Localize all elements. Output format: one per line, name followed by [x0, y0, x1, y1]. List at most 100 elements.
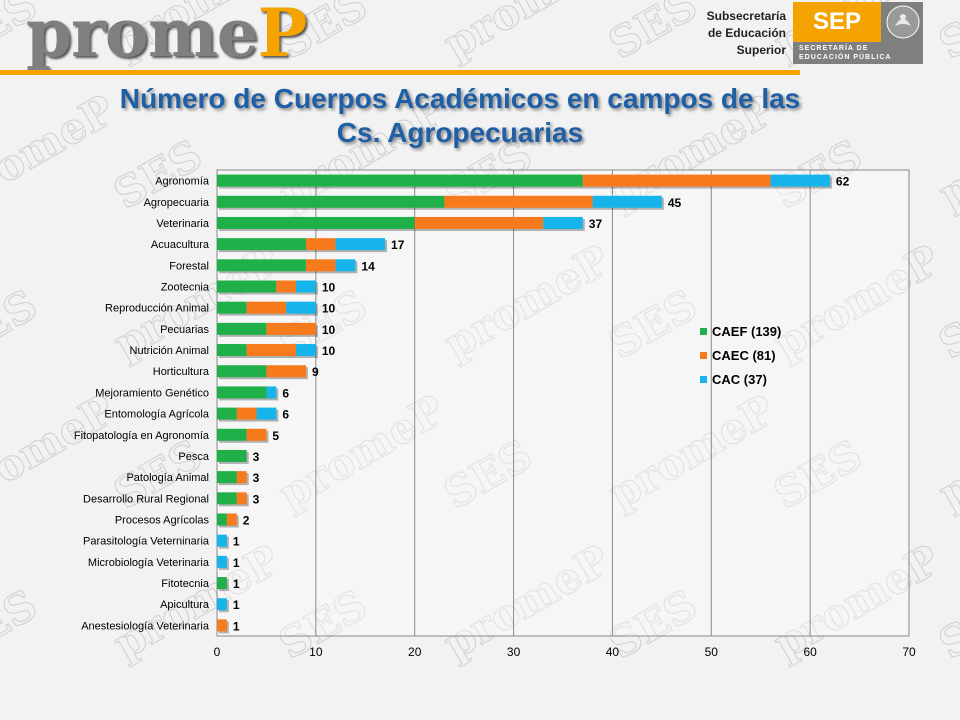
- y-tick-label: Parasitología Veterninaria: [83, 536, 210, 548]
- bar-segment: [217, 449, 247, 462]
- bar-segment: [217, 344, 247, 357]
- bar-segment: [217, 386, 267, 399]
- total-label: 6: [282, 408, 289, 422]
- bar-segment: [217, 322, 267, 335]
- bar-segment: [217, 365, 267, 378]
- x-tick-label: 0: [214, 645, 221, 659]
- y-tick-label: Pesca: [178, 451, 209, 463]
- sep-word: SEP: [793, 2, 881, 42]
- bar-segment: [217, 513, 227, 526]
- bar-segment: [217, 216, 415, 229]
- legend-swatch: [700, 352, 707, 359]
- promep-logo: promeP: [26, 0, 307, 72]
- bar-segment: [217, 174, 583, 187]
- bar-segment: [236, 407, 257, 420]
- total-label: 9: [312, 365, 319, 379]
- x-tick-label: 30: [507, 645, 521, 659]
- bar-segment: [246, 344, 297, 357]
- bar-segment: [217, 428, 247, 441]
- legend-label: CAEC (81): [712, 348, 776, 363]
- bar-segment: [335, 259, 356, 272]
- total-label: 2: [243, 514, 250, 528]
- total-label: 10: [322, 344, 336, 358]
- bar-segment: [217, 577, 227, 590]
- y-tick-label: Patología Animal: [126, 472, 209, 484]
- bar-segment: [217, 492, 237, 505]
- bar-segment: [217, 619, 227, 632]
- total-label: 1: [233, 556, 240, 570]
- legend-swatch: [700, 328, 707, 335]
- bar-segment: [592, 195, 662, 208]
- bar-segment: [217, 598, 227, 611]
- y-tick-label: Microbiología Veterinaria: [88, 557, 210, 569]
- bar-segment: [305, 259, 336, 272]
- y-tick-label: Horticultura: [153, 366, 210, 378]
- x-tick-label: 70: [902, 645, 916, 659]
- total-label: 62: [836, 175, 850, 189]
- total-label: 3: [253, 450, 260, 464]
- header-rule: [0, 70, 800, 75]
- bar-segment: [217, 534, 227, 547]
- total-label: 3: [253, 492, 260, 506]
- bar-segment: [335, 238, 386, 251]
- x-tick-label: 20: [408, 645, 422, 659]
- y-tick-label: Agronomía: [155, 176, 210, 188]
- sep-line-1: SECRETARÍA DE: [799, 45, 869, 52]
- total-label: 3: [253, 471, 260, 485]
- y-tick-label: Acuacultura: [151, 239, 210, 251]
- y-tick-label: Agropecuaria: [144, 197, 210, 209]
- total-label: 45: [668, 196, 682, 210]
- bar-segment: [770, 174, 830, 187]
- bar-segment: [246, 301, 287, 314]
- bar-segment: [217, 195, 445, 208]
- bar-segment: [296, 344, 316, 357]
- y-tick-label: Zootecnia: [161, 282, 210, 294]
- y-tick-label: Pecuarias: [160, 324, 209, 336]
- total-label: 5: [272, 429, 279, 443]
- bar-segment: [296, 280, 316, 293]
- y-tick-label: Entomología Agrícola: [104, 409, 209, 421]
- bar-segment: [543, 216, 583, 229]
- total-label: 10: [322, 302, 336, 316]
- subsecretaria-label: Subsecretaría de Educación Superior: [706, 9, 786, 57]
- total-label: 6: [282, 386, 289, 400]
- sep-line-2: EDUCACIÓN PÚBLICA: [799, 54, 892, 61]
- bar-segment: [217, 238, 306, 251]
- header: promeP Subsecretaría de Educación Superi…: [0, 0, 960, 90]
- bar-segment: [226, 513, 237, 526]
- bar-segment: [217, 280, 277, 293]
- bar-segment: [217, 301, 247, 314]
- total-label: 1: [233, 535, 240, 549]
- bar-segment: [256, 407, 277, 420]
- total-label: 17: [391, 238, 405, 252]
- y-tick-label: Desarrollo Rural Regional: [83, 493, 209, 505]
- y-tick-label: Anestesiología Veterinaria: [81, 620, 210, 632]
- y-tick-label: Nutrición Animal: [130, 345, 209, 357]
- bar-segment: [582, 174, 771, 187]
- total-label: 10: [322, 323, 336, 337]
- total-label: 10: [322, 281, 336, 295]
- total-label: 1: [233, 619, 240, 633]
- bar-segment: [414, 216, 544, 229]
- bar-segment: [217, 471, 237, 484]
- total-label: 37: [589, 217, 603, 231]
- total-label: 1: [233, 598, 240, 612]
- x-tick-label: 60: [803, 645, 817, 659]
- x-tick-label: 10: [309, 645, 323, 659]
- y-tick-label: Procesos Agrícolas: [115, 515, 210, 527]
- bar-segment: [217, 407, 237, 420]
- bar-segment: [266, 322, 316, 335]
- legend-label: CAEF (139): [712, 324, 781, 339]
- y-tick-label: Fitotecnia: [161, 578, 210, 590]
- legend-label: CAC (37): [712, 372, 767, 387]
- bar-segment: [246, 428, 267, 441]
- bar-segment: [286, 301, 316, 314]
- y-tick-label: Reproducción Animal: [105, 303, 209, 315]
- bar-segment: [236, 471, 247, 484]
- y-tick-label: Mejoramiento Genético: [95, 387, 209, 399]
- y-tick-label: Veterinaria: [156, 218, 209, 230]
- bar-segment: [266, 386, 277, 399]
- x-tick-label: 50: [705, 645, 719, 659]
